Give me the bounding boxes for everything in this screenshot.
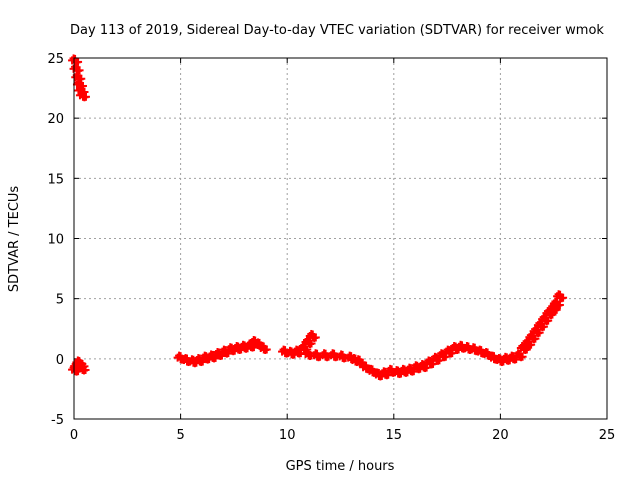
y-tick-label: 5 — [56, 293, 64, 308]
data-point — [429, 352, 444, 365]
x-tick-label: 0 — [70, 428, 78, 443]
data-point — [256, 342, 271, 355]
chart-title: Day 113 of 2019, Sidereal Day-to-day VTE… — [70, 23, 604, 38]
data-point — [442, 345, 457, 358]
data-point — [512, 349, 527, 362]
tick-labels: 0 5 10 15 20 25 -5 0 5 10 15 20 25 — [47, 52, 615, 443]
y-tick-label: 25 — [47, 52, 64, 67]
data-point — [305, 329, 320, 342]
x-tick-label: 15 — [386, 428, 403, 443]
y-tick-label: 0 — [56, 353, 64, 368]
x-axis-label: GPS time / hours — [286, 459, 395, 474]
data-point — [301, 335, 316, 348]
data-point — [75, 89, 90, 102]
data-point — [75, 362, 90, 375]
plot-frame — [73, 57, 608, 420]
data-point — [521, 337, 536, 350]
grid-lines — [74, 58, 607, 419]
y-tick-label: 15 — [47, 172, 64, 187]
data-point — [529, 325, 544, 338]
data-point — [525, 331, 540, 344]
data-point — [538, 313, 553, 326]
data-points — [68, 54, 568, 381]
data-point — [533, 319, 548, 332]
y-tick-label: 10 — [47, 233, 64, 248]
y-tick-label: -5 — [51, 413, 64, 428]
x-tick-label: 10 — [279, 428, 296, 443]
data-point — [365, 364, 380, 377]
x-tick-label: 25 — [599, 428, 616, 443]
y-tick-label: 20 — [47, 112, 64, 127]
x-tick-label: 5 — [176, 428, 184, 443]
data-point — [297, 342, 312, 355]
x-tick-label: 20 — [492, 428, 509, 443]
data-point — [549, 297, 564, 310]
data-point — [553, 290, 568, 303]
y-axis-label: SDTVAR / TECUs — [7, 186, 22, 293]
